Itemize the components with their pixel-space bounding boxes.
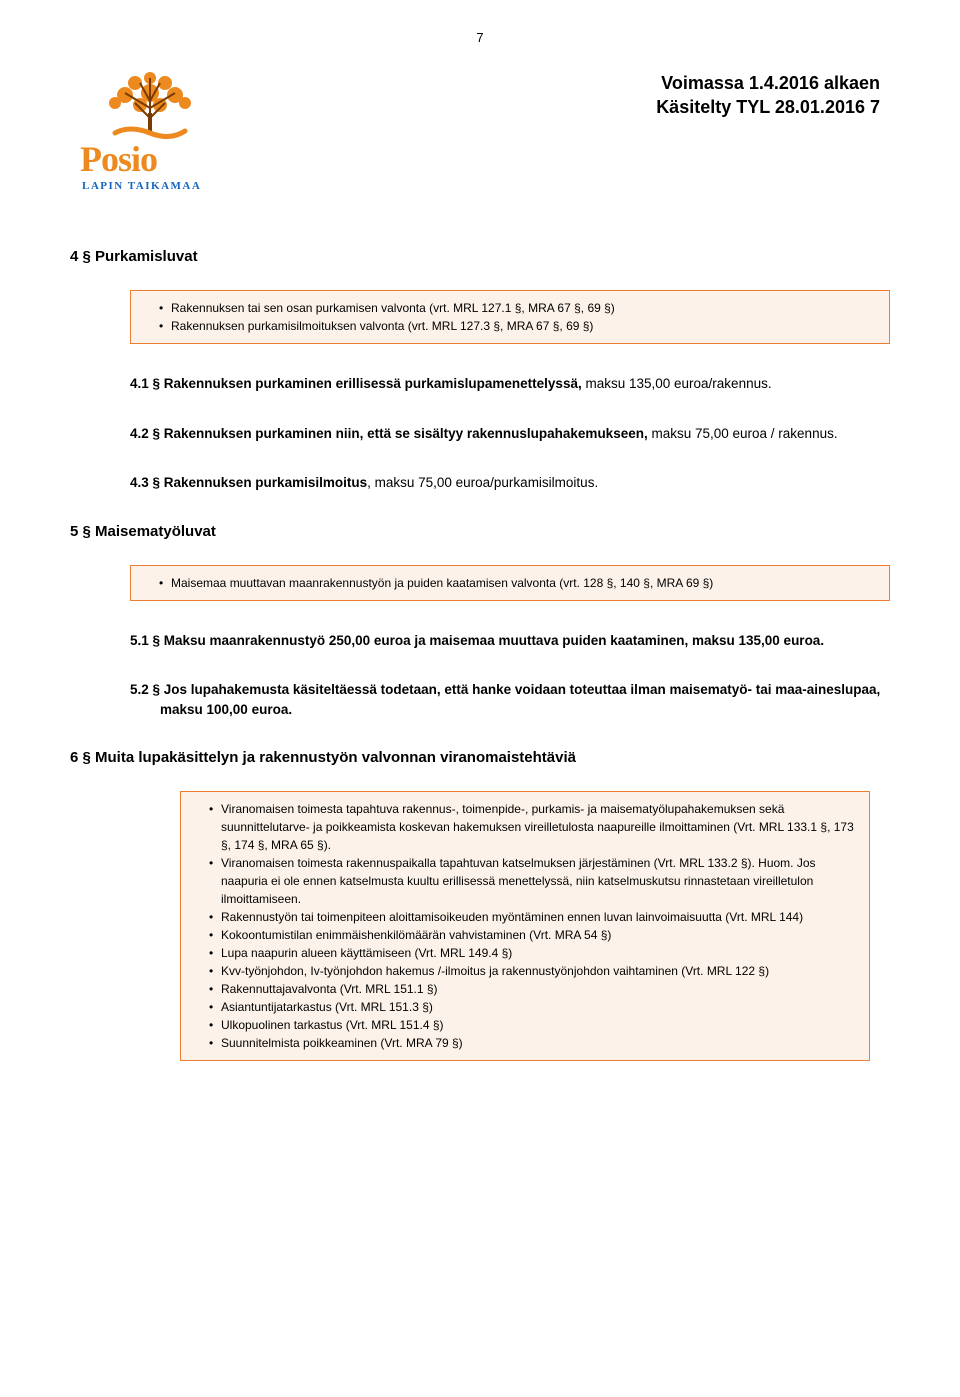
clause-bold: 4.1 § Rakennuksen purkaminen erillisessä… [130, 376, 582, 391]
clause-bold: 5.1 § Maksu maanrakennustyö 250,00 euroa… [130, 633, 824, 648]
list-item: Rakennuksen purkamisilmoituksen valvonta… [159, 317, 877, 335]
header-line2: Käsitelty TYL 28.01.2016 7 [240, 95, 880, 119]
list-item: Kokoontumistilan enimmäishenkilömäärän v… [209, 926, 857, 944]
section-6-list: Viranomaisen toimesta tapahtuva rakennus… [193, 800, 857, 1052]
clause-bold: 5.2 § Jos lupahakemusta käsiteltäessä to… [130, 682, 880, 717]
clause-4-1: 4.1 § Rakennuksen purkaminen erillisessä… [130, 374, 890, 394]
section-4-heading: 4 § Purkamisluvat [70, 248, 890, 265]
logo: Posio LAPIN TAIKAMAA [70, 53, 240, 198]
section-5-list: Maisemaa muuttavan maanrakennustyön ja p… [143, 574, 877, 592]
list-item: Suunnitelmista poikkeaminen (Vrt. MRA 79… [209, 1034, 857, 1052]
logo-tagline: LAPIN TAIKAMAA [82, 180, 201, 192]
clause-bold: 4.3 § Rakennuksen purkamisilmoitus [130, 475, 367, 490]
clause-5-1: 5.1 § Maksu maanrakennustyö 250,00 euroa… [130, 631, 890, 651]
clause-text: , maksu 75,00 euroa/purkamisilmoitus. [367, 475, 598, 490]
header-line1: Voimassa 1.4.2016 alkaen [240, 71, 880, 95]
list-item: Viranomaisen toimesta rakennuspaikalla t… [209, 854, 857, 908]
logo-brand: Posio [80, 139, 157, 179]
list-item: Rakennustyön tai toimenpiteen aloittamis… [209, 908, 857, 926]
header-text: Voimassa 1.4.2016 alkaen Käsitelty TYL 2… [240, 53, 890, 120]
list-item: Rakennuksen tai sen osan purkamisen valv… [159, 299, 877, 317]
section-6-heading: 6 § Muita lupakäsittelyn ja rakennustyön… [70, 749, 890, 766]
header-row: Posio LAPIN TAIKAMAA Voimassa 1.4.2016 a… [70, 53, 890, 198]
list-item: Maisemaa muuttavan maanrakennustyön ja p… [159, 574, 877, 592]
section-5-infobox: Maisemaa muuttavan maanrakennustyön ja p… [130, 565, 890, 601]
list-item: Kvv-työnjohdon, Iv-työnjohdon hakemus /-… [209, 962, 857, 980]
clause-4-2: 4.2 § Rakennuksen purkaminen niin, että … [130, 424, 890, 444]
list-item: Rakennuttajavalvonta (Vrt. MRL 151.1 §) [209, 980, 857, 998]
page: 7 [0, 0, 960, 1131]
page-number: 7 [70, 30, 890, 45]
posio-logo-icon: Posio LAPIN TAIKAMAA [70, 53, 230, 198]
clause-text: maksu 135,00 euroa/rakennus. [582, 376, 772, 391]
section-6-infobox: Viranomaisen toimesta tapahtuva rakennus… [180, 791, 870, 1061]
section-4-infobox: Rakennuksen tai sen osan purkamisen valv… [130, 290, 890, 344]
clause-text: maksu 75,00 euroa / rakennus. [648, 426, 838, 441]
clause-4-3: 4.3 § Rakennuksen purkamisilmoitus, maks… [130, 473, 890, 493]
clause-bold: 4.2 § Rakennuksen purkaminen niin, että … [130, 426, 648, 441]
clause-5-2: 5.2 § Jos lupahakemusta käsiteltäessä to… [130, 680, 890, 719]
list-item: Viranomaisen toimesta tapahtuva rakennus… [209, 800, 857, 854]
list-item: Ulkopuolinen tarkastus (Vrt. MRL 151.4 §… [209, 1016, 857, 1034]
section-5-heading: 5 § Maisematyöluvat [70, 523, 890, 540]
list-item: Asiantuntijatarkastus (Vrt. MRL 151.3 §) [209, 998, 857, 1016]
section-4-list: Rakennuksen tai sen osan purkamisen valv… [143, 299, 877, 335]
list-item: Lupa naapurin alueen käyttämiseen (Vrt. … [209, 944, 857, 962]
